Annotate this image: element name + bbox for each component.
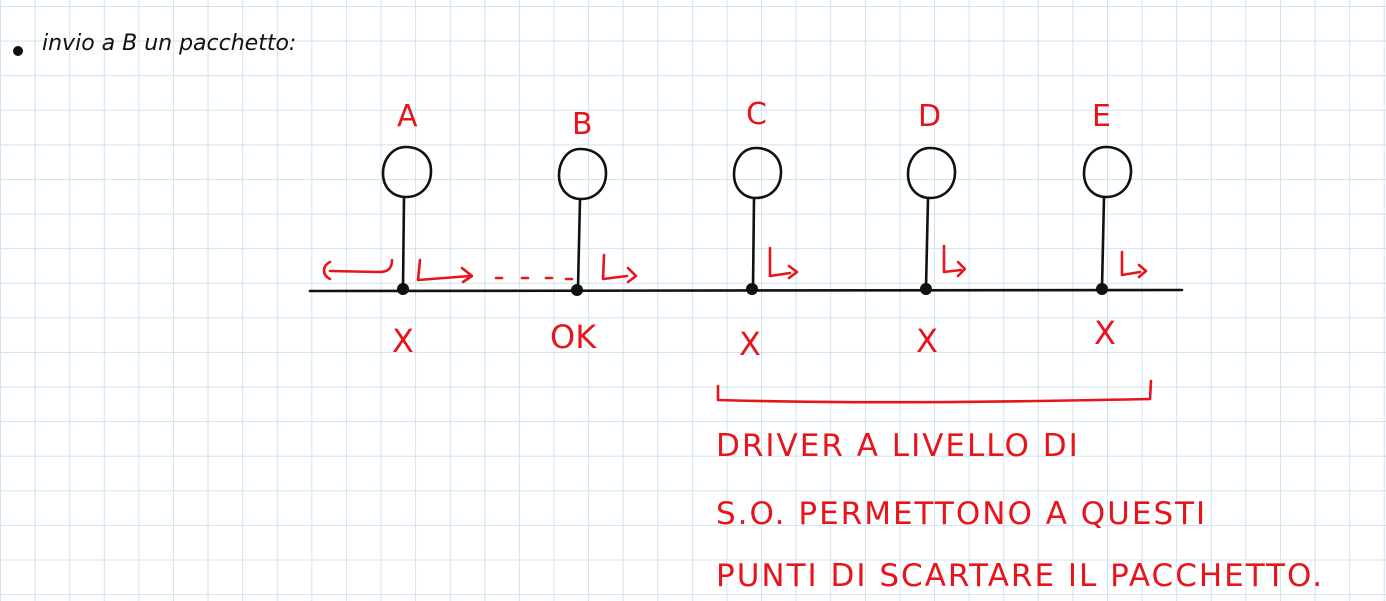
node-e: E X — [1082, 99, 1148, 352]
junction-dot — [571, 284, 583, 296]
node-status: X — [392, 322, 414, 360]
forward-arrow — [1120, 250, 1142, 277]
host-circle — [732, 146, 783, 200]
node-status: X — [916, 322, 938, 360]
bullet-dot — [13, 46, 23, 56]
note-line-2: S.O. PERMETTONO A QUESTI — [716, 496, 1207, 532]
junction-dot — [1096, 283, 1108, 295]
right-arrow-head — [460, 266, 474, 284]
junction-dot — [746, 283, 758, 295]
host-link — [576, 197, 582, 290]
node-label: B — [572, 107, 593, 142]
forward-arrow — [768, 246, 792, 278]
dotted-arrow-trail — [494, 276, 574, 281]
host-circle — [381, 145, 433, 199]
host-circle — [906, 146, 957, 200]
driver-note: DRIVER A LIVELLO DI S.O. PERMETTONO A QU… — [716, 428, 1324, 594]
node-d: D X — [906, 99, 967, 360]
left-arrow — [328, 258, 394, 274]
node-label: D — [918, 99, 941, 134]
node-status: OK — [550, 318, 597, 356]
group-bracket — [716, 379, 1153, 404]
node-label: E — [1092, 99, 1111, 134]
junction-dot — [920, 283, 932, 295]
host-link — [924, 196, 930, 290]
node-c: C X — [732, 97, 799, 363]
host-circle — [1082, 145, 1133, 199]
node-status: X — [739, 325, 761, 363]
note-line-1: DRIVER A LIVELLO DI — [716, 428, 1080, 464]
host-link — [1100, 195, 1106, 290]
forward-arrow — [601, 253, 629, 281]
node-label: C — [746, 97, 767, 132]
forward-arrow — [942, 244, 963, 274]
node-status: X — [1094, 314, 1116, 352]
bus-line — [308, 288, 1184, 293]
node-a: A X — [322, 99, 574, 360]
right-arrow — [416, 258, 472, 282]
host-circle — [557, 147, 608, 201]
left-arrow-head — [322, 260, 332, 281]
host-link — [401, 195, 406, 290]
note-line-3: PUNTI DI SCARTARE IL PACCHETTO. — [716, 558, 1324, 594]
forward-arrow-head — [1137, 263, 1148, 279]
forward-arrow-head — [787, 264, 799, 280]
node-b: B OK — [550, 107, 638, 356]
junction-dot — [397, 283, 409, 295]
forward-arrow-head — [956, 260, 967, 278]
forward-arrow-head — [626, 266, 638, 284]
host-link — [751, 196, 756, 290]
intro-text: invio a B un pacchetto: — [42, 31, 296, 56]
node-label: A — [397, 99, 418, 134]
